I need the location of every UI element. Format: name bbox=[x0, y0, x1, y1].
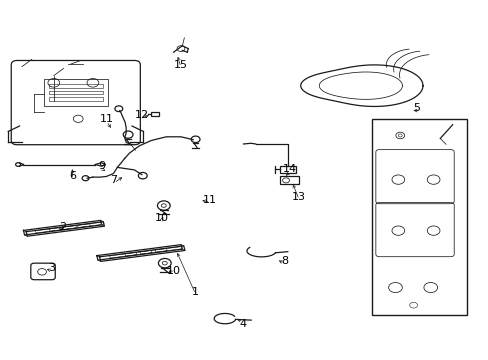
Text: 13: 13 bbox=[292, 192, 305, 202]
Text: 6: 6 bbox=[69, 171, 76, 181]
Bar bbox=[280, 166, 295, 173]
Bar bbox=[280, 176, 298, 184]
Text: 15: 15 bbox=[174, 60, 187, 70]
Text: 7: 7 bbox=[110, 175, 117, 185]
Text: 12: 12 bbox=[135, 110, 148, 120]
Text: 11: 11 bbox=[100, 114, 113, 124]
Bar bbox=[44, 79, 107, 106]
Bar bbox=[49, 97, 102, 101]
Text: 8: 8 bbox=[281, 256, 287, 266]
Text: 5: 5 bbox=[413, 103, 420, 113]
Text: 4: 4 bbox=[239, 319, 246, 329]
Text: 14: 14 bbox=[283, 164, 296, 174]
Text: 11: 11 bbox=[203, 195, 217, 205]
Text: 2: 2 bbox=[59, 222, 66, 232]
Bar bbox=[150, 112, 159, 116]
Bar bbox=[371, 119, 466, 315]
Bar bbox=[49, 84, 102, 88]
Text: 10: 10 bbox=[166, 266, 180, 276]
Text: 3: 3 bbox=[48, 263, 55, 273]
Bar bbox=[49, 91, 102, 94]
Text: 9: 9 bbox=[98, 161, 105, 171]
Text: 1: 1 bbox=[192, 287, 199, 297]
Text: 10: 10 bbox=[154, 213, 168, 223]
